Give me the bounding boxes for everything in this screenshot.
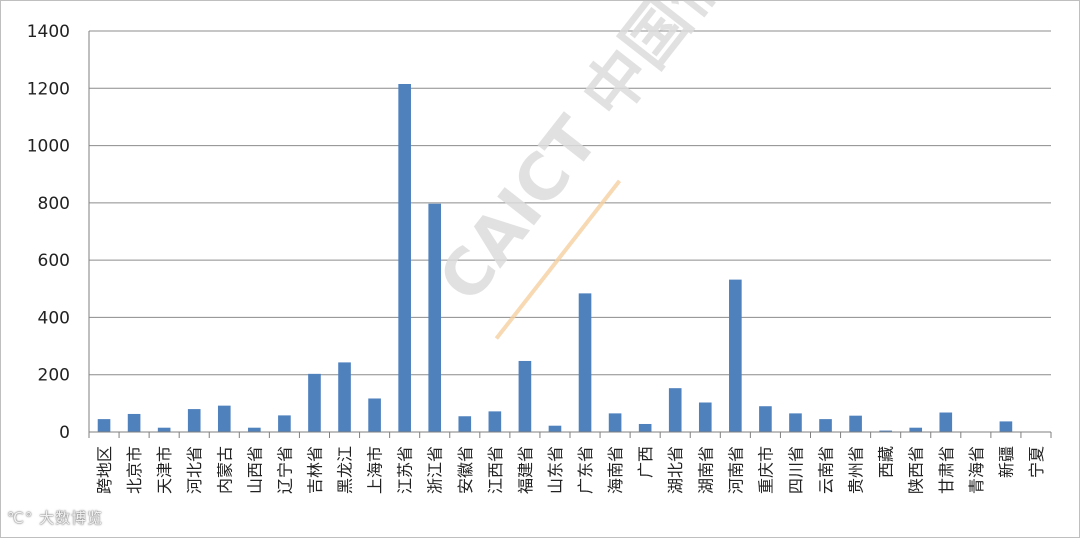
- x-tick-label: 跨地区: [95, 446, 114, 494]
- watermark-text: CAICT 中国信通院: [425, 1, 824, 316]
- bar: [187, 409, 201, 432]
- diagonal-watermark: CAICT 中国信通院: [425, 1, 824, 340]
- x-tick-label: 山东省: [546, 446, 565, 494]
- bar: [548, 425, 562, 432]
- x-tick-label: 宁夏: [1027, 446, 1046, 478]
- x-tick-label: 重庆市: [756, 446, 775, 494]
- x-tick-label: 江西省: [486, 446, 505, 494]
- bar: [879, 430, 892, 432]
- x-tick-label: 吉林省: [305, 446, 324, 494]
- y-tick-label: 400: [38, 308, 70, 328]
- x-tick-label: 西藏: [877, 446, 896, 478]
- bars: [97, 83, 1013, 432]
- watermark-brand-text: 大数博览: [39, 509, 104, 527]
- x-tick-label: 山西省: [245, 446, 264, 494]
- bar: [127, 413, 141, 432]
- bar: [819, 419, 832, 432]
- y-tick-label: 200: [38, 366, 70, 386]
- bar: [729, 279, 742, 432]
- bar: [999, 421, 1013, 432]
- x-tick-label: 江苏省: [396, 446, 415, 494]
- x-tick-label: 广东省: [576, 446, 595, 494]
- x-tick-label: 湖北省: [666, 446, 685, 494]
- watermark-logo-icon: ℃°: [7, 509, 34, 527]
- axes: [88, 31, 1052, 438]
- bar: [217, 405, 231, 432]
- bar: [578, 293, 592, 432]
- bar: [428, 203, 442, 432]
- bar: [909, 427, 923, 432]
- x-tick-label: 辽宁省: [275, 446, 294, 494]
- x-tick-label: 上海市: [366, 446, 385, 494]
- bar: [338, 362, 351, 432]
- x-tick-label: 北京市: [125, 446, 144, 494]
- x-tick-label: 四川省: [786, 446, 805, 494]
- y-tick-label: 1400: [27, 22, 70, 42]
- y-tick-label: 1200: [27, 79, 70, 99]
- bar: [638, 423, 652, 432]
- x-tick-label: 内蒙古: [215, 446, 234, 494]
- x-tick-label: 贵州省: [847, 446, 866, 494]
- x-axis-tick-labels: 跨地区 北京市 天津市 河北省 内蒙古 山西省 辽宁省 吉林省 黑龙江 上海市 江苏省 浙江省 安徽省江…: [95, 446, 1046, 494]
- x-tick-label: 海南省: [606, 446, 625, 494]
- corner-watermark: ℃° 大数博览: [7, 507, 103, 528]
- x-tick-label: 河南省: [726, 446, 745, 494]
- watermark-group: CAICT 中国信通院: [425, 1, 824, 340]
- bar: [97, 419, 111, 432]
- bar: [488, 411, 502, 432]
- bar: [759, 406, 772, 432]
- y-tick-label: 0: [59, 423, 70, 443]
- bar: [789, 413, 802, 432]
- y-axis-tick-labels: 0 200 400 600 800 1000 1200 1400: [27, 22, 70, 443]
- y-tick-label: 1000: [27, 137, 70, 157]
- y-tick-label: 600: [38, 251, 70, 271]
- x-tick-label: 陕西省: [907, 446, 926, 494]
- bar: [608, 413, 622, 432]
- x-tick-label: 云南省: [817, 446, 836, 494]
- x-tick-label: 浙江省: [426, 446, 445, 494]
- x-tick-label: 新疆: [997, 446, 1016, 478]
- bar: [308, 373, 321, 432]
- bar: [278, 415, 291, 432]
- x-tick-label: 福建省: [516, 446, 535, 494]
- x-tick-label: 湖南省: [696, 446, 715, 494]
- bar: [518, 360, 532, 432]
- x-tick-label: 黑龙江: [336, 446, 355, 494]
- bar: [157, 427, 171, 432]
- bar: [368, 398, 381, 432]
- y-tick-label: 800: [38, 194, 70, 214]
- x-tick-label: 天津市: [155, 446, 174, 494]
- bar: [939, 412, 953, 432]
- x-tick-label: 青海省: [967, 446, 986, 494]
- x-tick-label: 安徽省: [456, 446, 475, 494]
- x-tick-label: 河北省: [185, 446, 204, 494]
- bar: [248, 427, 261, 432]
- bar: [668, 388, 682, 432]
- bar: [398, 83, 411, 432]
- bar: [698, 402, 712, 432]
- gridlines: [89, 30, 1051, 376]
- x-tick-label: 广西: [636, 446, 655, 478]
- x-tick-label: 甘肃省: [937, 446, 956, 494]
- bar: [849, 415, 862, 432]
- bar: [458, 416, 472, 432]
- watermark-accent-line: [494, 179, 622, 340]
